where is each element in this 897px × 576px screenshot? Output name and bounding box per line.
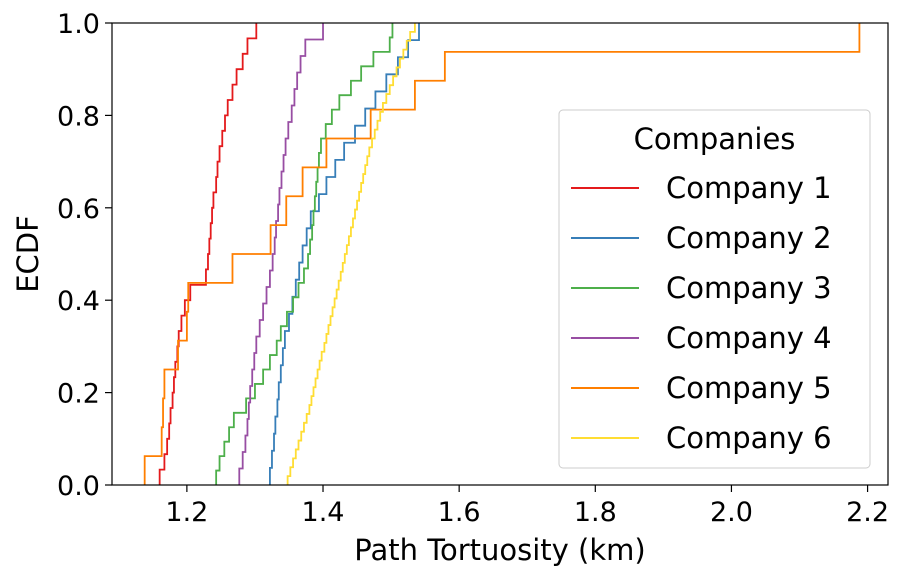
plot-frame: [111, 22, 889, 486]
x-tick-label: 2.0: [710, 497, 753, 528]
y-tick-label: 1.0: [57, 9, 100, 40]
y-tick-label: 0.4: [57, 286, 100, 317]
legend-box: [558, 109, 871, 469]
legend-label-1: Company 1: [666, 171, 832, 205]
y-tick-label: 0.2: [57, 379, 100, 410]
legend-items: Company 1 Company 2 Company 3 Company 4 Comp…: [571, 171, 832, 455]
series-line-1: [158, 23, 258, 485]
series-line-2: [269, 23, 420, 485]
x-tick-label: 1.2: [165, 497, 208, 528]
legend-title: Companies: [634, 122, 796, 156]
series-line-5: [143, 23, 861, 485]
x-tick-label: 2.2: [846, 497, 889, 528]
legend-label-4: Company 4: [666, 321, 832, 355]
legend-label-6: Company 6: [666, 421, 832, 455]
x-tick-label: 1.4: [302, 497, 345, 528]
ticks-layer: 1.2 1.4 1.6 1.8 2.0 2.2 0.0 0.2 0.4 0.6 0.8 1.0: [57, 9, 889, 528]
y-tick-label: 0.0: [57, 471, 100, 502]
series-line-3: [215, 23, 394, 485]
series-line-6: [286, 23, 416, 485]
legend-label-2: Company 2: [666, 221, 832, 255]
y-tick-label: 0.6: [57, 194, 100, 225]
legend-label-3: Company 3: [666, 271, 832, 305]
x-axis-label: Path Tortuosity (km): [354, 533, 645, 567]
series-layer: [143, 23, 861, 485]
x-tick-label: 1.8: [574, 497, 617, 528]
legend-label-5: Company 5: [666, 371, 832, 405]
y-tick-label: 0.8: [57, 101, 100, 132]
series-line-4: [238, 23, 324, 485]
x-tick-label: 1.6: [438, 497, 481, 528]
y-axis-label: ECDF: [11, 215, 45, 293]
